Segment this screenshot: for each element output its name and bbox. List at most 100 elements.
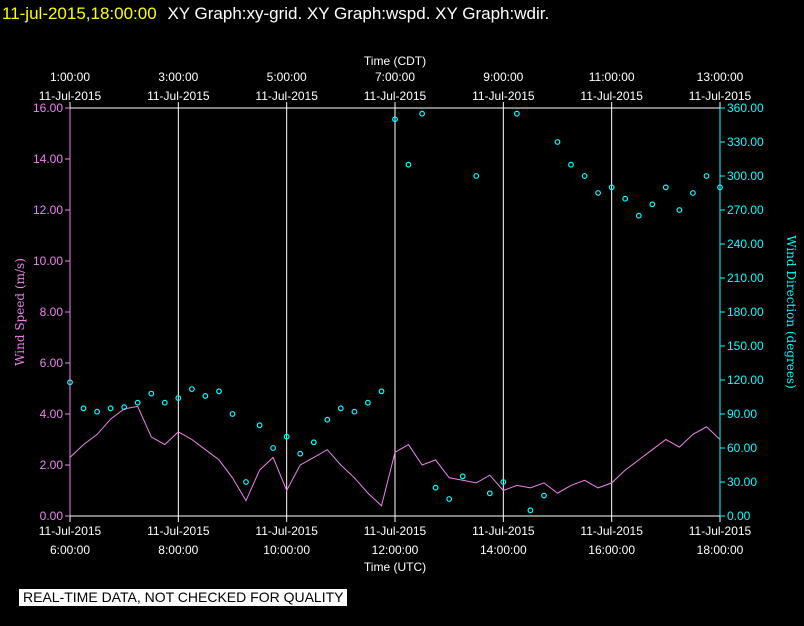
graph-titles: XY Graph:xy-grid. XY Graph:wspd. XY Grap…: [167, 4, 550, 23]
wind-direction-point: [608, 184, 615, 191]
bottom-tick-date: 11-Jul-2015: [364, 524, 427, 538]
wind-direction-point: [568, 161, 574, 168]
top-tick-date: 11-Jul-2015: [255, 89, 318, 103]
left-tick-label: 8.00: [40, 305, 64, 319]
right-tick-label: 60.00: [727, 441, 757, 455]
top-tick-time: 7:00:00: [375, 70, 415, 84]
top-tick-time: 9:00:00: [483, 70, 523, 84]
wind-direction-point: [473, 173, 480, 179]
wind-direction-point: [581, 173, 588, 179]
bottom-tick-date: 11-Jul-2015: [147, 524, 210, 538]
wind-speed-line: [69, 405, 721, 507]
left-tick-label: 12.00: [33, 203, 63, 217]
wind-direction-point: [419, 110, 426, 117]
wind-direction-point: [676, 207, 683, 213]
wind-direction-point: [80, 405, 87, 412]
wind-speed-series: [69, 405, 721, 507]
right-tick-label: 120.00: [727, 373, 764, 387]
grid-lines: [177, 108, 613, 516]
top-tick-time: 5:00:00: [267, 70, 307, 84]
quality-disclaimer: REAL-TIME DATA, NOT CHECKED FOR QUALITY: [19, 589, 348, 606]
top-tick-date: 11-Jul-2015: [472, 89, 535, 103]
wind-direction-point: [446, 496, 453, 502]
wind-direction-point: [216, 388, 222, 395]
wind-direction-point: [690, 190, 696, 196]
bottom-tick-time: 14:00:00: [480, 543, 527, 557]
wind-direction-point: [297, 450, 304, 457]
bottom-axis-title: Time (UTC): [364, 560, 426, 574]
wind-direction-point: [310, 439, 317, 446]
wind-direction-point: [500, 479, 507, 485]
bottom-tick-time: 10:00:00: [263, 543, 310, 557]
wind-direction-point: [134, 399, 141, 406]
wind-direction-point: [161, 399, 168, 406]
right-tick-label: 30.00: [727, 475, 757, 489]
wind-direction-point: [270, 445, 277, 451]
bottom-tick-time: 12:00:00: [372, 543, 419, 557]
wind-direction-point: [229, 411, 236, 417]
wind-direction-point: [148, 390, 155, 397]
bottom-tick-time: 16:00:00: [588, 543, 635, 557]
wind-direction-point: [324, 416, 331, 423]
bottom-tick-date: 11-Jul-2015: [39, 524, 102, 538]
left-tick-label: 6.00: [40, 356, 64, 370]
wind-direction-point: [175, 395, 182, 402]
wind-direction-point: [283, 433, 290, 440]
wind-direction-point: [337, 405, 344, 412]
right-tick-label: 330.00: [727, 135, 764, 149]
top-tick-time: 11:00:00: [589, 70, 635, 84]
wind-direction-point: [365, 399, 371, 406]
bottom-tick-date: 11-Jul-2015: [689, 524, 752, 538]
top-tick-date: 11-Jul-2015: [689, 89, 752, 103]
wind-direction-point: [649, 201, 656, 208]
right-tick-label: 90.00: [727, 407, 757, 421]
wind-direction-point: [392, 116, 398, 123]
wind-direction-point: [622, 195, 629, 202]
top-tick-date: 11-Jul-2015: [364, 89, 427, 103]
right-tick-label: 300.00: [727, 169, 764, 183]
wind-direction-point: [351, 408, 358, 415]
left-tick-label: 4.00: [40, 407, 64, 421]
wind-direction-point: [94, 408, 100, 415]
top-tick-time: 3:00:00: [158, 70, 198, 84]
right-axis-title: Wind Direction (degrees): [784, 235, 798, 389]
right-tick-label: 0.00: [727, 509, 751, 523]
wind-direction-point: [662, 184, 669, 191]
tick-marks-and-labels: 11-Jul-2015 6:00:00 11-Jul-2015 8:00:00 11-J…: [33, 70, 764, 557]
bottom-tick-time: 18:00:00: [697, 543, 744, 557]
graph-header: 11-jul-2015,18:00:00 XY Graph:xy-grid. X…: [0, 2, 804, 26]
wind-direction-point: [107, 405, 114, 412]
wind-direction-point: [527, 507, 534, 514]
right-tick-label: 210.00: [727, 271, 764, 285]
wind-direction-point: [486, 490, 493, 497]
bottom-tick-time: 6:00:00: [50, 543, 90, 557]
wind-direction-point: [541, 492, 547, 499]
wind-direction-point: [554, 139, 561, 145]
left-tick-label: 2.00: [40, 458, 64, 472]
left-tick-label: 10.00: [33, 254, 63, 268]
wind-direction-point: [121, 404, 128, 411]
top-tick-date: 11-Jul-2015: [580, 89, 643, 103]
wind-direction-point: [188, 386, 195, 393]
wind-direction-point: [703, 173, 710, 179]
top-tick-date: 11-Jul-2015: [39, 89, 102, 103]
wind-direction-point: [378, 388, 385, 395]
left-tick-label: 16.00: [33, 101, 63, 115]
wind-direction-point: [202, 393, 209, 399]
left-tick-label: 14.00: [33, 152, 63, 166]
right-tick-label: 240.00: [727, 237, 764, 251]
bottom-tick-date: 11-Jul-2015: [580, 524, 643, 538]
top-tick-time: 13:00:00: [697, 70, 744, 84]
timestamp: 11-jul-2015,18:00:00: [2, 4, 157, 23]
wind-direction-point: [514, 110, 520, 117]
bottom-tick-date: 11-Jul-2015: [255, 524, 318, 538]
wind-direction-point: [243, 479, 249, 485]
left-axis-title: Wind Speed (m/s): [13, 258, 27, 366]
bottom-tick-time: 8:00:00: [158, 543, 198, 557]
wind-direction-point: [459, 473, 466, 480]
top-tick-date: 11-Jul-2015: [147, 89, 210, 103]
right-tick-label: 270.00: [727, 203, 764, 217]
wind-direction-point: [595, 190, 601, 196]
wind-direction-point: [635, 212, 642, 219]
